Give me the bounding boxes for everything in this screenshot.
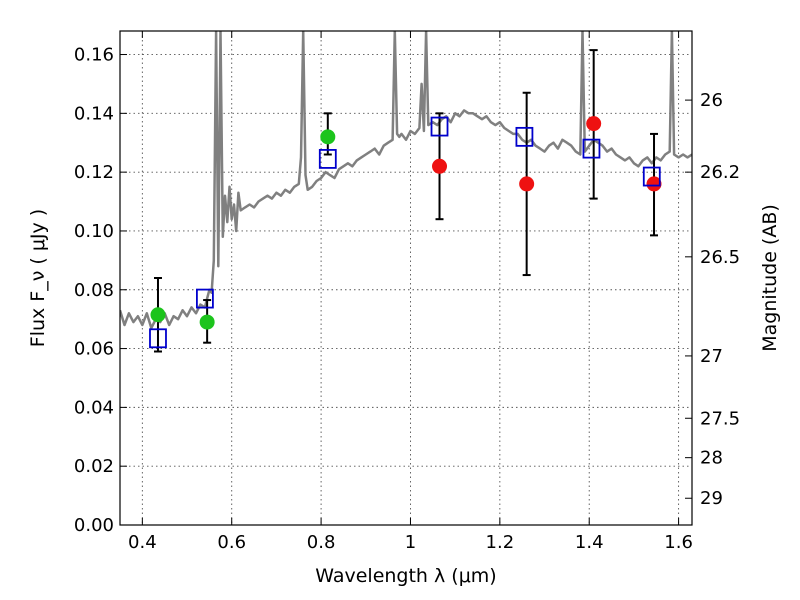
data-point [150, 307, 166, 323]
right-tick-label: 26.5 [700, 247, 740, 268]
right-tick-label: 27 [700, 346, 723, 367]
x-tick-label: 1.2 [486, 532, 515, 553]
axes: 0.4 0.6 0.8 1 1.2 1.4 1.6 0.00 0.02 0.04 0.06 0.08 0… [74, 31, 740, 553]
model-point [149, 328, 167, 349]
right-tick-label: 26.2 [700, 162, 740, 183]
model-point [642, 166, 661, 187]
right-tick-label: 27.5 [700, 408, 740, 429]
y-tick-label: 0.02 [74, 456, 114, 477]
data-point [519, 176, 535, 192]
y-tick-label: 0.12 [74, 162, 114, 183]
model-point [318, 149, 337, 169]
model-point [515, 126, 534, 147]
marker-layer [149, 49, 662, 353]
y-tick-label: 0.00 [74, 515, 114, 536]
data-point [586, 116, 602, 132]
plot-frame [119, 30, 693, 526]
model-point [196, 288, 214, 309]
right-tick-label: 26 [700, 90, 723, 111]
right-tick-label: 28 [700, 448, 723, 469]
y-tick-label: 0.04 [74, 397, 114, 418]
x-axis-label: Wavelength λ (μm) [315, 565, 496, 587]
y-tick-label: 0.06 [74, 339, 114, 360]
data-point [199, 314, 215, 330]
x-tick-label: 1.6 [664, 532, 693, 553]
y-axis-label: Flux F_ν ( μJy ) [27, 209, 49, 347]
data-point [646, 176, 662, 192]
y-tick-label: 0.14 [74, 103, 114, 124]
x-tick-label: 0.6 [217, 532, 246, 553]
y-tick-label: 0.08 [74, 280, 114, 301]
model-point [430, 116, 449, 137]
plot-background [120, 31, 692, 525]
right-tick-label: 29 [700, 488, 723, 509]
y-tick-label: 0.10 [74, 221, 114, 242]
y-axis-label-right: Magnitude (AB) [759, 204, 781, 352]
data-point [432, 158, 448, 174]
y-tick-label: 0.16 [74, 45, 114, 66]
x-tick-label: 0.4 [128, 532, 157, 553]
data-point [320, 129, 336, 145]
x-tick-label: 1 [405, 532, 416, 553]
model-point [582, 138, 601, 159]
x-tick-label: 0.8 [307, 532, 336, 553]
x-tick-label: 1.4 [575, 532, 604, 553]
